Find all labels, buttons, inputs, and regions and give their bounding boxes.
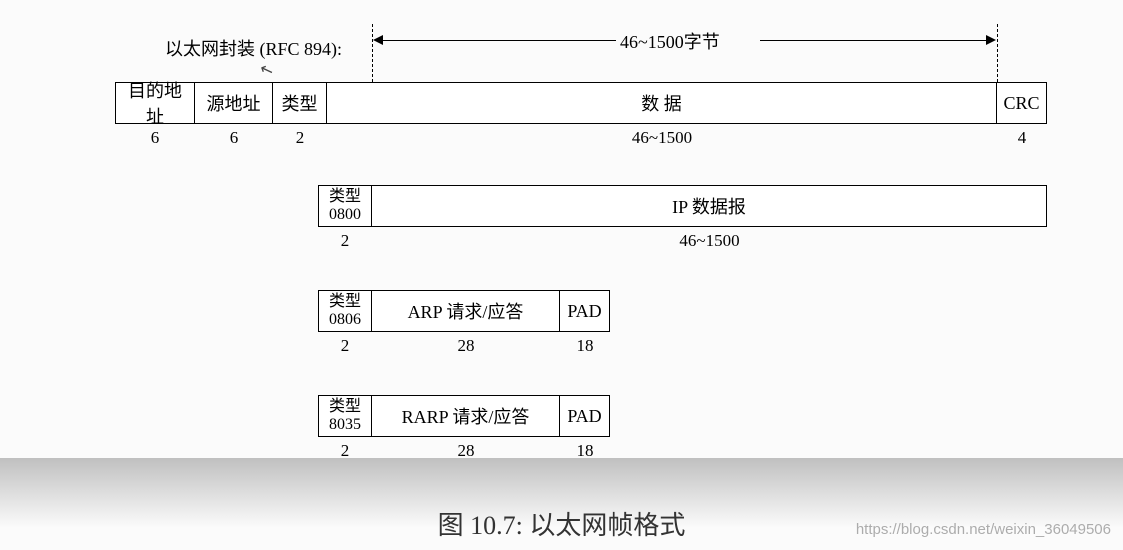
cell-dest-addr: 目的地址 [115, 82, 195, 124]
dashed-right [997, 24, 998, 82]
cell-data: 数 据 [327, 82, 997, 124]
watermark-text: https://blog.csdn.net/weixin_36049506 [856, 521, 1111, 538]
arrow-left-head [373, 35, 383, 45]
data-range-label: 46~1500字节 [620, 28, 720, 54]
bytes-crc: 4 [997, 128, 1047, 148]
bytes-data: 46~1500 [327, 128, 997, 148]
dashed-left [372, 24, 373, 82]
frame-row: 目的地址 源地址 类型 数 据 CRC [115, 82, 1047, 124]
type-value-rarp: 8035 [329, 416, 361, 434]
cell-arp-data: ARP 请求/应答 [372, 290, 560, 332]
bytes-type-arp: 2 [318, 336, 372, 356]
type-label-rarp: 类型 [329, 398, 361, 416]
type-label-ip: 类型 [329, 188, 361, 206]
bytes-arp-pad: 18 [560, 336, 610, 356]
bytes-type: 2 [273, 128, 327, 148]
encapsulation-title: 以太网封装 (RFC 894): [165, 35, 342, 61]
cell-arp-pad: PAD [560, 290, 610, 332]
cell-src-addr: 源地址 [195, 82, 273, 124]
rarp-row: 类型 8035 RARP 请求/应答 PAD [318, 395, 610, 437]
cell-crc: CRC [997, 82, 1047, 124]
cell-rarp-pad: PAD [560, 395, 610, 437]
type-value-arp: 0806 [329, 311, 361, 329]
bytes-arp-data: 28 [372, 336, 560, 356]
bytes-dest: 6 [115, 128, 195, 148]
ethernet-frame-diagram: { "layout": { "col_dest_x": 115, "col_de… [0, 0, 1123, 550]
bytes-src: 6 [195, 128, 273, 148]
arp-row: 类型 0806 ARP 请求/应答 PAD [318, 290, 610, 332]
cell-type-arp: 类型 0806 [318, 290, 372, 332]
arrow-left-seg [376, 40, 616, 41]
arrow-right-head [986, 35, 996, 45]
bytes-ip-data: 46~1500 [372, 231, 1047, 251]
type-value-ip: 0800 [329, 206, 361, 224]
cell-type: 类型 [273, 82, 327, 124]
arrow-right-seg [760, 40, 993, 41]
bytes-type-ip: 2 [318, 231, 372, 251]
type-label-arp: 类型 [329, 293, 361, 311]
cell-type-rarp: 类型 8035 [318, 395, 372, 437]
cursor-icon: ↖ [257, 58, 276, 81]
cell-ip-datagram: IP 数据报 [372, 185, 1047, 227]
cell-type-ip: 类型 0800 [318, 185, 372, 227]
cell-rarp-data: RARP 请求/应答 [372, 395, 560, 437]
ip-row: 类型 0800 IP 数据报 [318, 185, 1047, 227]
